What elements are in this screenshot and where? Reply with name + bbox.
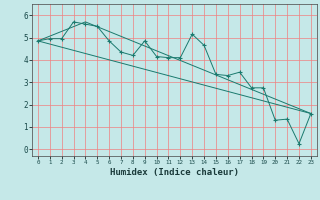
X-axis label: Humidex (Indice chaleur): Humidex (Indice chaleur) [110, 168, 239, 177]
